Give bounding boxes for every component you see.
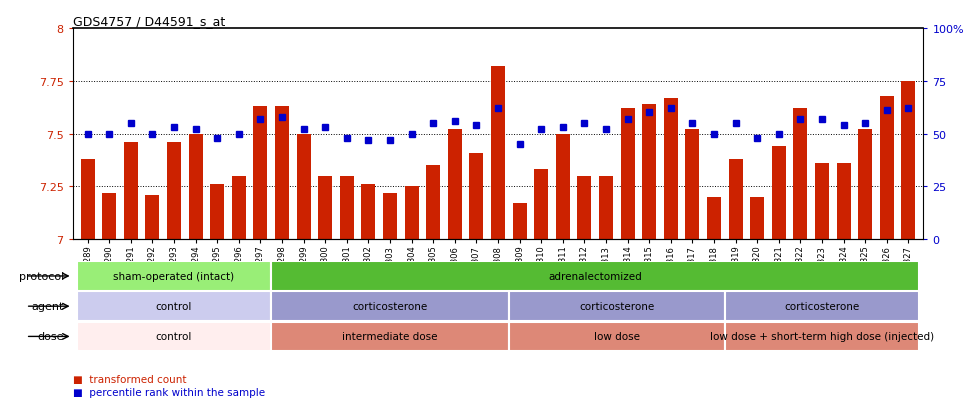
Bar bbox=[793, 109, 807, 240]
Bar bbox=[76, 261, 271, 291]
Text: protocol: protocol bbox=[18, 271, 64, 281]
Bar bbox=[404, 187, 419, 240]
Bar bbox=[469, 153, 484, 240]
Text: low dose: low dose bbox=[594, 332, 640, 342]
Bar bbox=[124, 142, 138, 240]
Bar bbox=[534, 170, 548, 240]
Bar bbox=[491, 67, 505, 240]
Bar bbox=[858, 130, 872, 240]
Bar bbox=[76, 292, 271, 321]
Bar bbox=[275, 107, 289, 240]
Text: agent: agent bbox=[32, 301, 64, 311]
Bar bbox=[362, 185, 375, 240]
Text: control: control bbox=[156, 301, 192, 311]
Bar bbox=[271, 322, 509, 351]
Bar bbox=[271, 292, 509, 321]
Bar bbox=[725, 322, 920, 351]
Bar bbox=[663, 98, 678, 240]
Bar bbox=[297, 134, 310, 240]
Bar bbox=[509, 292, 725, 321]
Text: sham-operated (intact): sham-operated (intact) bbox=[113, 271, 235, 281]
Bar bbox=[76, 322, 271, 351]
Bar bbox=[725, 292, 920, 321]
Bar bbox=[253, 107, 268, 240]
Bar bbox=[189, 134, 203, 240]
Bar bbox=[880, 96, 894, 240]
Bar bbox=[271, 261, 920, 291]
Bar bbox=[621, 109, 634, 240]
Text: corticosterone: corticosterone bbox=[579, 301, 655, 311]
Bar bbox=[210, 185, 224, 240]
Text: ■  transformed count: ■ transformed count bbox=[73, 374, 186, 384]
Text: low dose + short-term high dose (injected): low dose + short-term high dose (injecte… bbox=[710, 332, 934, 342]
Bar bbox=[103, 193, 116, 240]
Bar bbox=[686, 130, 699, 240]
Bar bbox=[815, 164, 829, 240]
Bar bbox=[339, 176, 354, 240]
Bar bbox=[577, 176, 592, 240]
Text: GDS4757 / D44591_s_at: GDS4757 / D44591_s_at bbox=[73, 15, 224, 28]
Bar bbox=[772, 147, 786, 240]
Bar bbox=[167, 142, 181, 240]
Bar bbox=[599, 176, 613, 240]
Text: adrenalectomized: adrenalectomized bbox=[548, 271, 642, 281]
Bar bbox=[901, 82, 916, 240]
Text: control: control bbox=[156, 332, 192, 342]
Bar bbox=[707, 197, 721, 240]
Bar bbox=[448, 130, 462, 240]
Text: corticosterone: corticosterone bbox=[352, 301, 427, 311]
Text: ■  percentile rank within the sample: ■ percentile rank within the sample bbox=[73, 387, 265, 396]
Bar bbox=[513, 204, 527, 240]
Text: corticosterone: corticosterone bbox=[784, 301, 860, 311]
Bar bbox=[836, 164, 851, 240]
Text: dose: dose bbox=[38, 332, 64, 342]
Text: intermediate dose: intermediate dose bbox=[342, 332, 438, 342]
Bar bbox=[509, 322, 725, 351]
Bar bbox=[232, 176, 246, 240]
Bar bbox=[80, 159, 95, 240]
Bar bbox=[383, 193, 397, 240]
Bar bbox=[426, 166, 440, 240]
Bar bbox=[642, 105, 657, 240]
Bar bbox=[728, 159, 743, 240]
Bar bbox=[318, 176, 333, 240]
Bar bbox=[556, 134, 570, 240]
Bar bbox=[145, 195, 160, 240]
Bar bbox=[750, 197, 764, 240]
